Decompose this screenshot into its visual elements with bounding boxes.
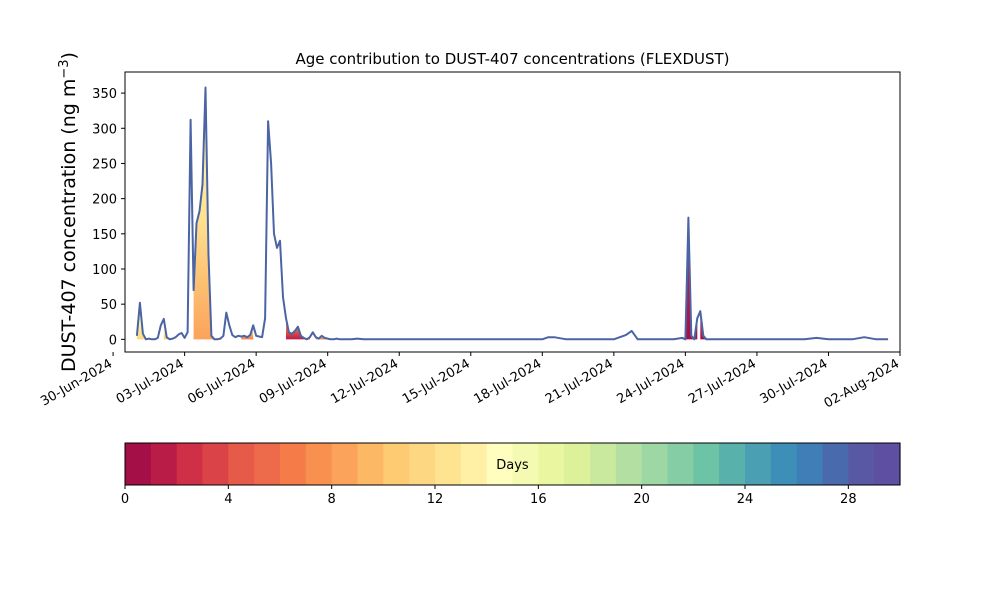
x-tick-label: 12-Jul-2024 (328, 356, 401, 407)
x-tick-label: 06-Jul-2024 (185, 356, 258, 407)
x-tick-label: 03-Jul-2024 (114, 356, 187, 407)
y-axis-label-main: DUST-407 concentration (ng m (58, 79, 80, 372)
colorbar-tick-label: 4 (224, 492, 232, 507)
y-axis-label-exponent: −3 (57, 59, 72, 78)
y-tick-label: 350 (92, 87, 117, 102)
colorbar-segment (150, 443, 178, 485)
x-tick-label: 21-Jul-2024 (543, 356, 616, 407)
total-concentration-line (135, 86, 889, 341)
x-tick-label: 27-Jul-2024 (686, 356, 759, 407)
y-axis-ticks: 0 50 100 150 200 250 300 350 (92, 87, 125, 348)
colorbar-segment (538, 443, 565, 485)
colorbar-segment (125, 443, 152, 485)
colorbar-segment (822, 443, 849, 485)
axes-frame (124, 71, 901, 353)
colorbar-segment (409, 443, 436, 485)
colorbar-segment (590, 443, 617, 485)
colorbar-segment (357, 443, 384, 485)
colorbar: Days 0 4 8 12 16 20 24 28 (121, 442, 901, 507)
plot-area (125, 72, 900, 352)
colorbar-segment (202, 443, 229, 485)
plot-background (125, 72, 900, 352)
colorbar-segment (874, 443, 901, 485)
colorbar-tick-label: 16 (530, 492, 547, 507)
y-tick-label: 100 (92, 263, 117, 278)
colorbar-segment (848, 443, 875, 485)
svg-text:DUST-407 concentration (ng m−3: DUST-407 concentration (ng m−3) (57, 52, 80, 372)
colorbar-segment (641, 443, 669, 485)
colorbar-segment (512, 443, 539, 485)
colorbar-segment (460, 443, 488, 485)
colorbar-segment (693, 443, 720, 485)
y-tick-label: 250 (92, 157, 117, 172)
x-axis-ticks: 30-Jun-202403-Jul-202406-Jul-202409-Jul-… (38, 352, 902, 412)
colorbar-segment (331, 443, 359, 485)
x-tick-label: 09-Jul-2024 (257, 356, 330, 407)
colorbar-segment (254, 443, 281, 485)
x-tick-label: 18-Jul-2024 (471, 356, 544, 407)
y-tick-label: 0 (109, 333, 117, 348)
y-tick-label: 300 (92, 122, 117, 137)
colorbar-segment (435, 443, 462, 485)
colorbar-tick-label: 24 (737, 492, 754, 507)
colorbar-frame (124, 442, 901, 486)
x-tick-label: 15-Jul-2024 (400, 356, 473, 407)
plot-frame (124, 71, 901, 353)
colorbar-tick-label: 8 (328, 492, 336, 507)
y-axis-label: DUST-407 concentration (ng m−3) (57, 52, 80, 372)
y-tick-label: 50 (100, 298, 117, 313)
y-axis-label-close: ) (58, 52, 80, 59)
y-tick-label: 200 (92, 193, 117, 208)
colorbar-tick-label: 20 (633, 492, 650, 507)
y-tick-label: 150 (92, 228, 117, 243)
colorbar-segment (176, 443, 204, 485)
colorbar-segment (305, 443, 333, 485)
colorbar-label: Days (496, 458, 529, 473)
colorbar-segment (615, 443, 643, 485)
colorbar-segment (796, 443, 824, 485)
colorbar-segment (486, 443, 514, 485)
colorbar-tick-label: 12 (427, 492, 444, 507)
colorbar-segment (383, 443, 410, 485)
colorbar-segment (770, 443, 798, 485)
colorbar-tick-label: 28 (840, 492, 857, 507)
colorbar-tick-label: 0 (121, 492, 129, 507)
total-series-line (135, 86, 889, 341)
colorbar-segment (564, 443, 591, 485)
x-tick-label: 24-Jul-2024 (615, 356, 688, 407)
colorbar-segment (228, 443, 255, 485)
chart-title: Age contribution to DUST-407 concentrati… (295, 50, 729, 68)
colorbar-segment (745, 443, 772, 485)
x-tick-label: 02-Aug-2024 (822, 356, 902, 411)
colorbar-segment (667, 443, 694, 485)
colorbar-segment (719, 443, 746, 485)
colorbar-segment (280, 443, 307, 485)
x-tick-label: 30-Jul-2024 (758, 356, 831, 407)
